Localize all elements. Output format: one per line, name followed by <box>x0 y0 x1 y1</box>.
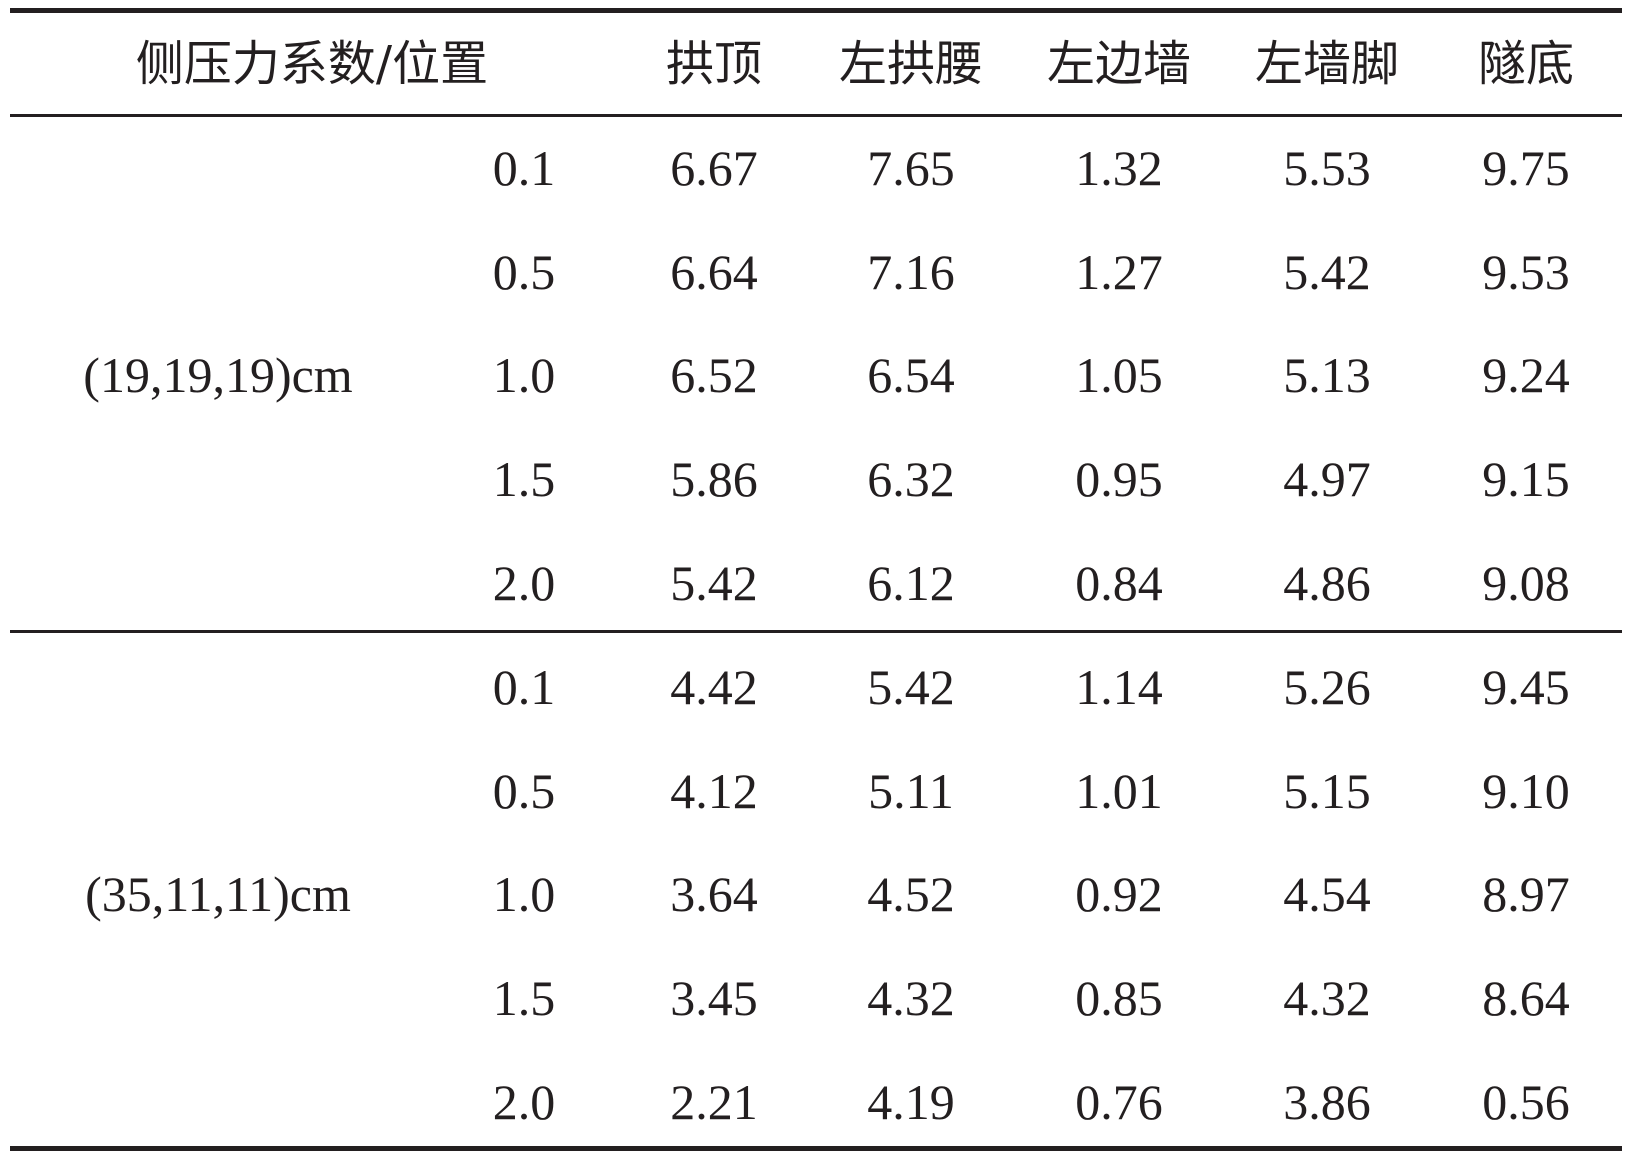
column-header: 左边墙 <box>1046 36 1192 92</box>
bottom-rule <box>10 1146 1622 1151</box>
value-cell: 9.53 <box>1482 243 1570 300</box>
value-cell: 3.45 <box>670 970 758 1027</box>
value-cell: 1.14 <box>1075 659 1163 715</box>
value-cell: 5.42 <box>1283 243 1371 300</box>
value-cell: 5.11 <box>868 762 954 819</box>
value-cell: 9.15 <box>1482 451 1570 508</box>
value-cell: 0.92 <box>1075 866 1163 923</box>
column-header: 左墙脚 <box>1254 36 1400 92</box>
value-cell: 1.05 <box>1075 347 1163 404</box>
value-cell: 6.32 <box>867 451 955 508</box>
value-cell: 7.16 <box>867 243 955 300</box>
column-header: 侧压力系数/位置 <box>135 36 489 92</box>
coefficient-cell: 1.5 <box>492 451 556 508</box>
coefficient-cell: 1.0 <box>492 347 556 404</box>
value-cell: 9.24 <box>1482 347 1570 404</box>
value-cell: 5.42 <box>670 554 758 611</box>
value-cell: 9.08 <box>1482 554 1570 611</box>
group-label: (19,19,19)cm <box>83 347 353 404</box>
value-cell: 2.21 <box>670 1073 758 1130</box>
value-cell: 0.85 <box>1075 970 1163 1027</box>
coefficient-cell: 1.5 <box>492 970 556 1027</box>
group-label: (35,11,11)cm <box>85 866 351 923</box>
coefficient-cell: 0.5 <box>492 762 556 819</box>
value-cell: 5.15 <box>1283 762 1371 819</box>
top-rule <box>10 8 1622 13</box>
value-cell: 5.26 <box>1283 659 1371 715</box>
coefficient-cell: 0.5 <box>492 243 556 300</box>
value-cell: 4.52 <box>867 866 955 923</box>
value-cell: 6.67 <box>670 140 758 196</box>
value-cell: 4.42 <box>670 659 758 715</box>
value-cell: 0.95 <box>1075 451 1163 508</box>
value-cell: 4.54 <box>1283 866 1371 923</box>
value-cell: 5.42 <box>867 659 955 715</box>
value-cell: 4.86 <box>1283 554 1371 611</box>
header-rule <box>10 114 1622 117</box>
value-cell: 5.53 <box>1283 140 1371 196</box>
value-cell: 4.32 <box>1283 970 1371 1027</box>
coefficient-cell: 1.0 <box>492 866 556 923</box>
value-cell: 8.97 <box>1482 866 1570 923</box>
value-cell: 7.65 <box>867 140 955 196</box>
coefficient-cell: 0.1 <box>492 140 556 196</box>
value-cell: 1.32 <box>1075 140 1163 196</box>
coefficient-cell: 0.1 <box>492 659 556 715</box>
value-cell: 1.01 <box>1075 762 1163 819</box>
value-cell: 1.27 <box>1075 243 1163 300</box>
value-cell: 3.64 <box>670 866 758 923</box>
value-cell: 4.97 <box>1283 451 1371 508</box>
value-cell: 5.86 <box>670 451 758 508</box>
value-cell: 3.86 <box>1283 1073 1371 1130</box>
value-cell: 0.84 <box>1075 554 1163 611</box>
column-header: 左拱腰 <box>838 36 984 92</box>
value-cell: 4.19 <box>867 1073 955 1130</box>
value-cell: 6.64 <box>670 243 758 300</box>
value-cell: 6.54 <box>867 347 955 404</box>
value-cell: 9.45 <box>1482 659 1570 715</box>
value-cell: 5.13 <box>1283 347 1371 404</box>
value-cell: 6.12 <box>867 554 955 611</box>
value-cell: 6.52 <box>670 347 758 404</box>
column-header: 拱顶 <box>665 36 763 92</box>
value-cell: 4.32 <box>867 970 955 1027</box>
value-cell: 9.10 <box>1482 762 1570 819</box>
coefficient-cell: 2.0 <box>492 1073 556 1130</box>
column-header: 隧底 <box>1477 36 1575 92</box>
group-rule <box>10 630 1622 633</box>
value-cell: 8.64 <box>1482 970 1570 1027</box>
value-cell: 0.56 <box>1482 1073 1570 1130</box>
coefficient-cell: 2.0 <box>492 554 556 611</box>
value-cell: 0.76 <box>1075 1073 1163 1130</box>
value-cell: 4.12 <box>670 762 758 819</box>
value-cell: 9.75 <box>1482 140 1570 196</box>
